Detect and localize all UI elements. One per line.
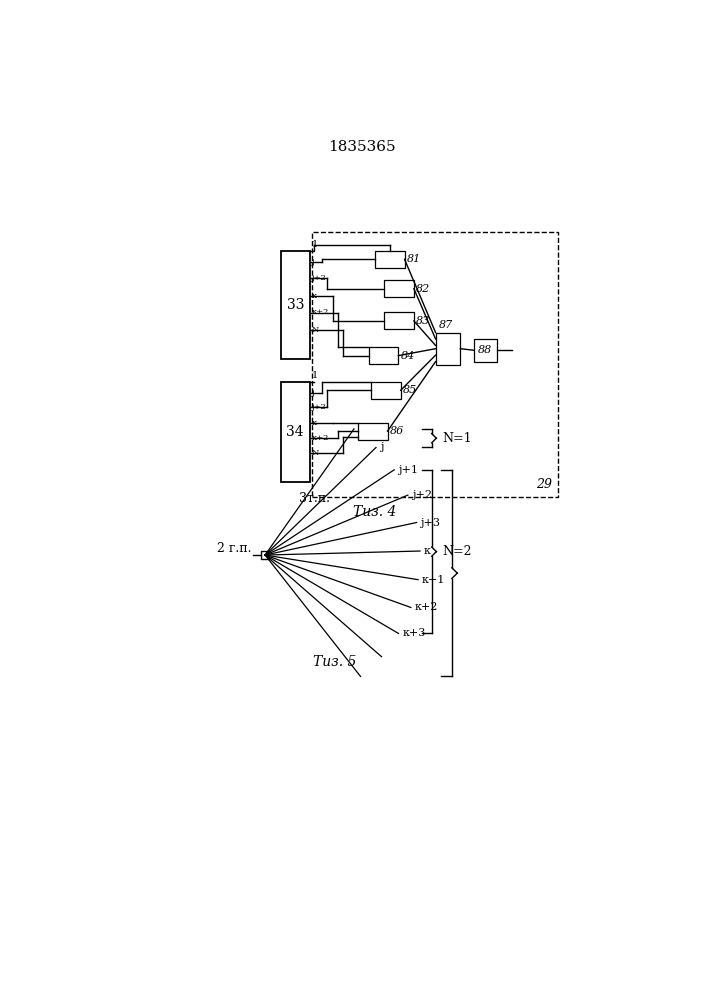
Text: j+3: j+3 <box>421 518 440 528</box>
Bar <box>385 280 414 297</box>
Text: 1: 1 <box>312 371 318 380</box>
Text: 88: 88 <box>478 345 492 355</box>
Text: j+2: j+2 <box>411 490 432 500</box>
Text: к+2: к+2 <box>312 434 329 442</box>
Text: к+3: к+3 <box>402 628 426 638</box>
Text: j: j <box>312 258 314 266</box>
Bar <box>358 423 387 440</box>
Text: j: j <box>312 389 314 397</box>
Text: 87: 87 <box>439 320 454 330</box>
Text: к: к <box>312 292 317 300</box>
Text: 84: 84 <box>401 351 415 361</box>
Bar <box>371 382 401 399</box>
Text: 1: 1 <box>312 240 318 249</box>
Text: j+2: j+2 <box>312 403 327 411</box>
Text: 3т.п.: 3т.п. <box>298 492 329 505</box>
Text: к+2: к+2 <box>415 602 438 612</box>
Text: j: j <box>380 442 383 452</box>
Text: N=1: N=1 <box>443 432 472 445</box>
Bar <box>281 382 310 482</box>
Text: к+1: к+1 <box>422 575 445 585</box>
Text: Τиз. 5: Τиз. 5 <box>313 655 356 669</box>
Bar <box>375 251 404 268</box>
Bar <box>436 333 460 365</box>
Text: к+2: к+2 <box>312 308 329 316</box>
Text: Τиз. 4: Τиз. 4 <box>354 505 397 519</box>
Text: 1835365: 1835365 <box>328 140 396 154</box>
Bar <box>281 251 310 359</box>
Bar <box>261 551 269 559</box>
Text: 83: 83 <box>416 316 431 326</box>
Text: 82: 82 <box>416 284 431 294</box>
Text: 34: 34 <box>286 425 304 439</box>
Text: 86: 86 <box>390 426 404 436</box>
Text: j+2: j+2 <box>312 274 327 282</box>
Text: к: к <box>424 546 431 556</box>
Text: j+1: j+1 <box>398 465 418 475</box>
Bar <box>385 312 414 329</box>
Text: N: N <box>312 449 319 457</box>
Text: N: N <box>312 326 319 334</box>
Text: 33: 33 <box>286 298 304 312</box>
Text: N=2: N=2 <box>443 545 472 558</box>
Bar <box>474 339 497 362</box>
Bar <box>369 347 398 364</box>
Text: 85: 85 <box>403 385 417 395</box>
Text: 2 г.п.: 2 г.п. <box>217 542 252 555</box>
Text: 81: 81 <box>407 254 421 264</box>
Text: 29: 29 <box>536 478 552 491</box>
Text: к: к <box>312 419 317 427</box>
